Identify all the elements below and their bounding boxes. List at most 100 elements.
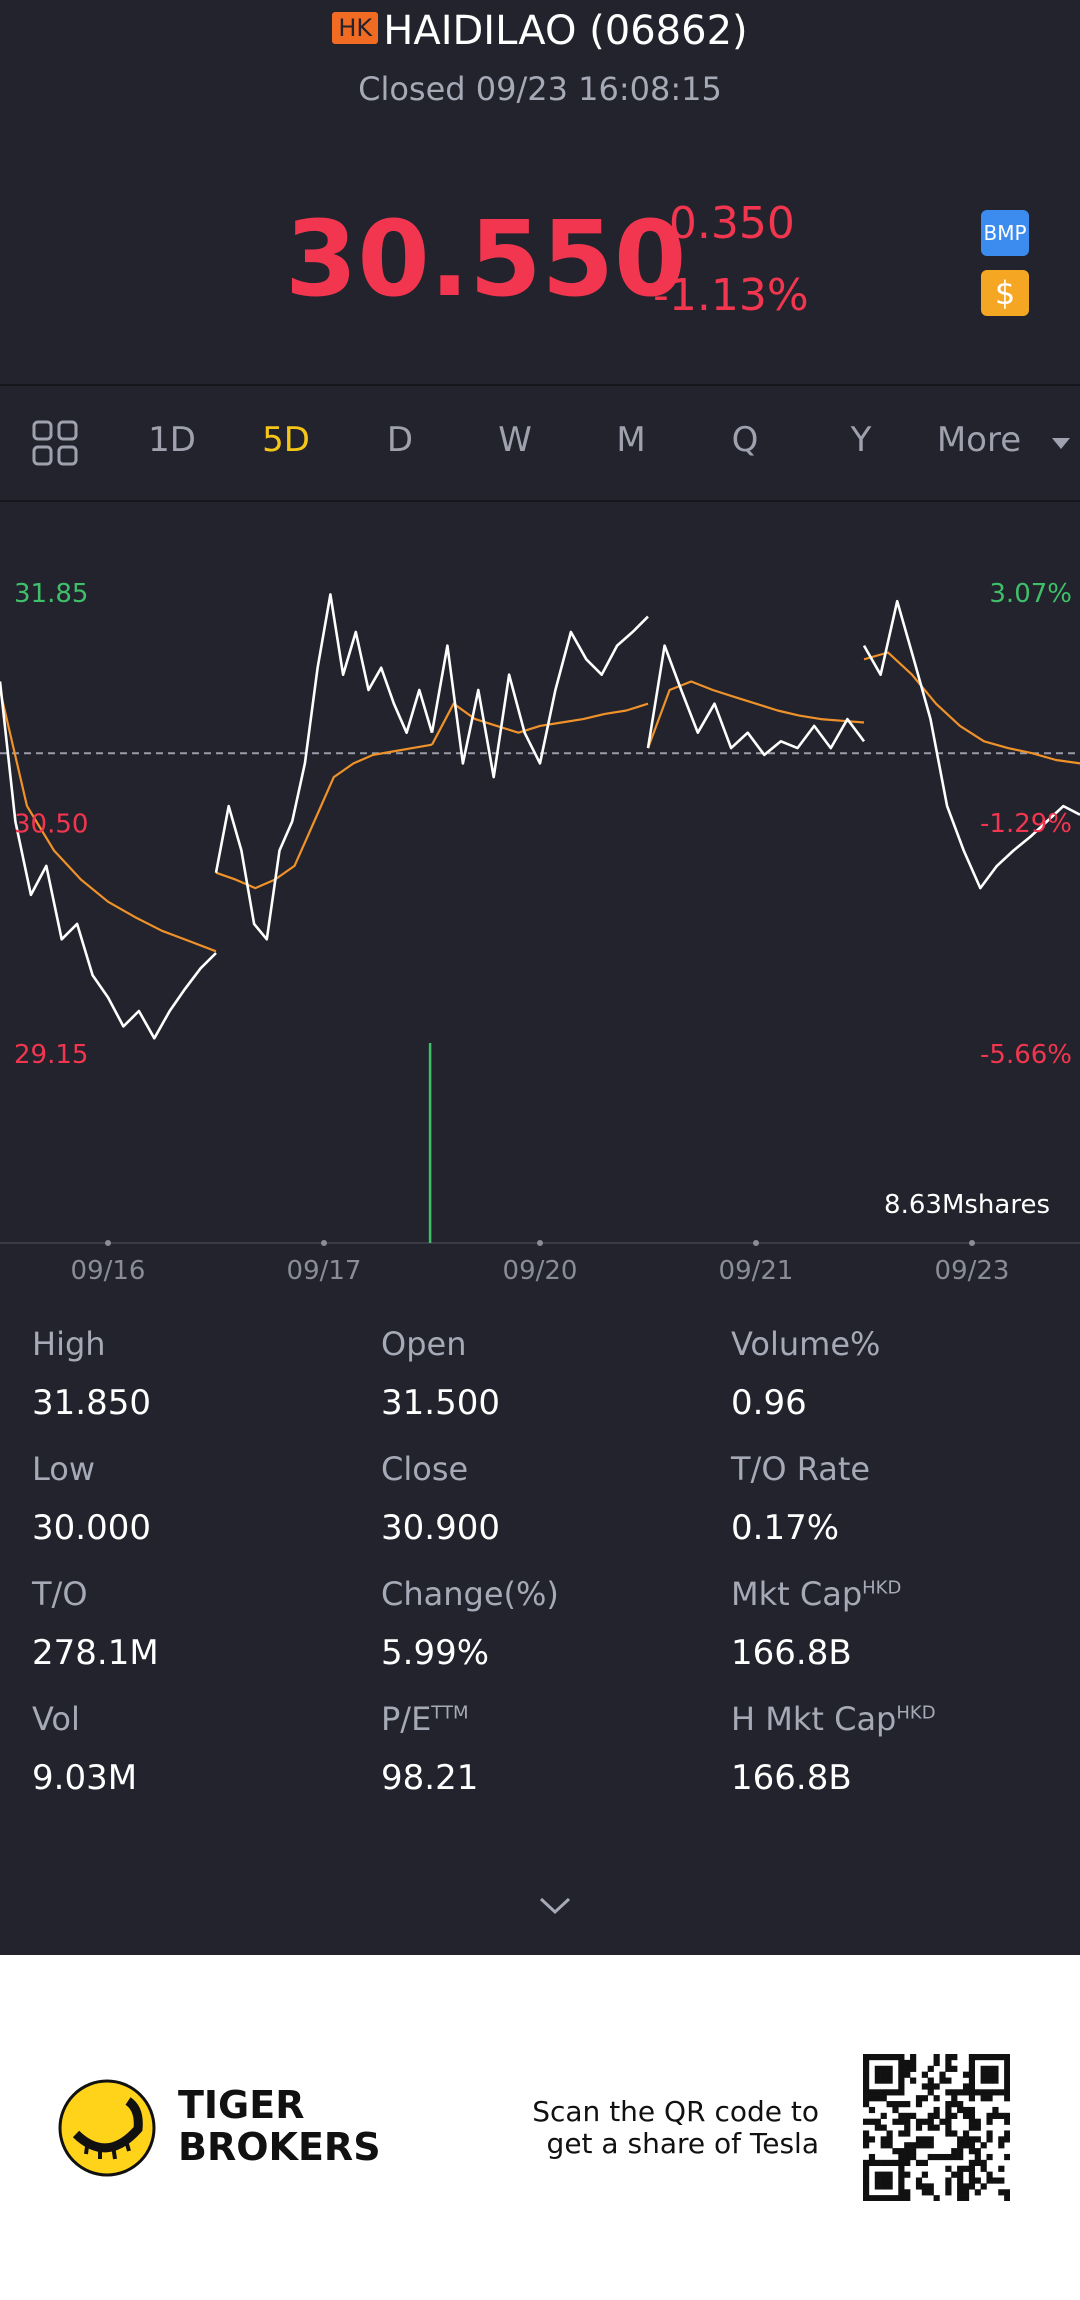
qr-module <box>892 2106 899 2114</box>
qr-module <box>863 2177 870 2184</box>
qr-module <box>921 2159 928 2167</box>
qr-module <box>957 2165 964 2172</box>
qr-module <box>933 2083 940 2090</box>
qr-module <box>1004 2059 1010 2067</box>
qr-module <box>863 2095 870 2102</box>
average-line <box>431 702 649 746</box>
qr-module <box>874 2065 881 2072</box>
qr-module <box>968 2177 976 2184</box>
qr-module <box>880 2065 887 2072</box>
qr-module <box>968 2071 976 2078</box>
qr-module <box>974 2148 981 2155</box>
qr-module <box>874 2118 881 2125</box>
period-tab[interactable]: More <box>936 420 1022 460</box>
qr-module <box>874 2071 881 2078</box>
qr-module <box>863 2195 870 2201</box>
qr-module <box>939 2118 946 2125</box>
qr-module <box>951 2054 958 2061</box>
period-tab[interactable]: D <box>386 420 414 460</box>
qr-module <box>921 2142 928 2149</box>
qr-module <box>868 2118 876 2125</box>
period-tab[interactable]: M <box>616 420 646 460</box>
qr-module <box>927 2142 934 2149</box>
stat-label: P/ETTM <box>381 1700 469 1738</box>
qr-module <box>898 2077 905 2084</box>
qr-module <box>915 2101 923 2108</box>
x-tick-label: 09/17 <box>287 1256 362 1286</box>
qr-module <box>945 2118 952 2125</box>
qr-module <box>886 2142 893 2149</box>
divider <box>0 500 1080 502</box>
qr-module <box>974 2118 981 2125</box>
dollar-icon[interactable]: $ <box>981 270 1029 316</box>
qr-module <box>968 2124 976 2131</box>
qr-module <box>1004 2089 1010 2096</box>
bmp-icon[interactable]: BMP <box>981 210 1029 256</box>
qr-module <box>915 2142 923 2149</box>
expand-chevron[interactable] <box>538 1895 572 1917</box>
qr-module <box>868 2095 876 2102</box>
x-tick-label: 09/23 <box>935 1256 1010 1286</box>
qr-module <box>986 2089 993 2096</box>
qr-module <box>927 2089 934 2096</box>
qr-module <box>962 2195 970 2201</box>
qr-module <box>968 2171 976 2178</box>
qr-module <box>927 2124 934 2131</box>
qr-module <box>986 2112 993 2119</box>
qr-module <box>921 2083 928 2090</box>
qr-module <box>874 2159 881 2167</box>
qr-module <box>968 2095 976 2102</box>
qr-module <box>910 2077 917 2084</box>
qr-module <box>904 2153 911 2161</box>
period-tab[interactable]: W <box>498 420 532 460</box>
qr-module <box>986 2077 993 2084</box>
qr-module <box>980 2065 987 2072</box>
qr-module <box>927 2077 934 2084</box>
stat-label-unit: TTM <box>431 1702 469 1724</box>
qr-module <box>910 2059 917 2067</box>
dropdown-arrow[interactable] <box>1052 436 1070 450</box>
qr-module <box>921 2171 928 2178</box>
stat-label-text: High <box>32 1325 106 1363</box>
period-tab[interactable]: 5D <box>262 420 310 460</box>
qr-module <box>915 2136 923 2143</box>
qr-module <box>974 2159 981 2167</box>
qr-module <box>1004 2112 1010 2119</box>
stat-label: Vol <box>32 1700 80 1738</box>
qr-module <box>998 2189 1005 2196</box>
qr-module <box>863 2136 870 2143</box>
qr-module <box>874 2077 881 2084</box>
qr-module <box>980 2089 987 2096</box>
qr-module <box>962 2189 970 2196</box>
qr-module <box>968 2059 976 2067</box>
qr-module <box>910 2112 917 2119</box>
qr-module <box>898 2071 905 2078</box>
qr-module <box>880 2159 887 2167</box>
stat-value: 5.99% <box>381 1633 490 1673</box>
qr-module <box>980 2071 987 2078</box>
qr-module <box>868 2089 876 2096</box>
qr-module <box>992 2065 999 2072</box>
x-tick-dot <box>537 1240 543 1246</box>
qr-module <box>927 2189 934 2196</box>
qr-module <box>951 2065 958 2072</box>
layout-icon[interactable] <box>32 420 78 466</box>
stat-value: 0.96 <box>731 1383 807 1423</box>
x-tick-label: 09/21 <box>719 1256 794 1286</box>
qr-module <box>945 2106 952 2114</box>
qr-module <box>945 2165 952 2172</box>
stat-value: 166.8B <box>731 1758 852 1798</box>
period-tab[interactable]: Q <box>731 420 759 460</box>
period-tab[interactable]: Y <box>850 420 872 460</box>
qr-module <box>962 2071 970 2078</box>
period-tab[interactable]: 1D <box>148 420 196 460</box>
qr-module <box>986 2118 993 2125</box>
stat-label-text: Volume% <box>731 1325 881 1363</box>
x-tick-dot <box>969 1240 975 1246</box>
qr-module <box>998 2165 1005 2172</box>
qr-module <box>1004 2077 1010 2084</box>
volume-max-label: 8.63Mshares <box>884 1190 1050 1220</box>
qr-module <box>1004 2118 1010 2125</box>
qr-module <box>886 2054 893 2061</box>
qr-module <box>898 2101 905 2108</box>
